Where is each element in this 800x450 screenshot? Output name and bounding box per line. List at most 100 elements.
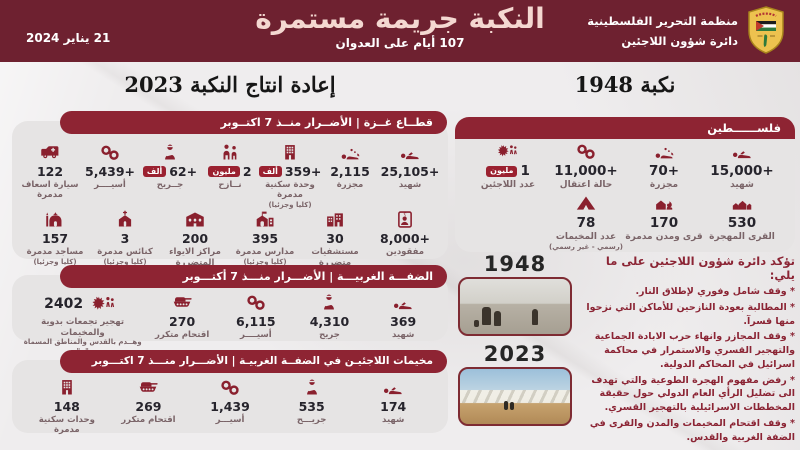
destroyed-building-icon	[275, 142, 305, 163]
stat-label: مساجد مدمرة	[26, 247, 84, 258]
stat-value: 3	[120, 231, 130, 247]
statement-bullet: * وقف اقتحام المخيمات والمدن والقرى في ا…	[589, 417, 795, 443]
plo-emblem-logo	[748, 6, 784, 54]
stat-label: القرى المهجرة	[709, 231, 775, 242]
date: 21 يناير 2024	[26, 31, 111, 45]
page-title: النكبة جريمة مستمرة	[255, 2, 545, 35]
stat-value: 170	[649, 215, 679, 232]
stat-label: تهجير تجمعات بدوية والمخيمات	[41, 317, 125, 338]
stat-incursions-camps: 269 اقتحام متكرر	[108, 377, 190, 425]
million-badge: مليون	[486, 165, 518, 177]
stat-displaced-gaza: 2 مليون نــازح	[200, 142, 260, 190]
stat-label: أسيــــر	[94, 179, 126, 190]
stat-value: 4,310	[309, 314, 350, 329]
statement-photos: 1948 2023	[455, 252, 575, 446]
stat-sublabel: (رسمي - غير رسمي)	[549, 243, 623, 252]
thousand-badge: ألف	[258, 166, 282, 178]
stat-value: 535	[298, 399, 325, 414]
tank-icon	[167, 292, 197, 313]
header-center: النكبة جريمة مستمرة 107 أيام على العدوان	[0, 2, 800, 51]
gaza-panel: 25,105+ شهيد 2,115 مجزرة 359+ ألف وحدة سك…	[12, 121, 448, 276]
stat-value: 1	[520, 163, 530, 179]
statement-bullet: * وقف المجازر وانهاء حرب الابادة الجماعي…	[594, 331, 795, 370]
year-1948-label: 1948	[483, 252, 547, 276]
statement-bullet: * المطالبة بعودة النازحين للأماكن التي ن…	[586, 301, 795, 327]
stat-label: شهيد	[382, 414, 405, 425]
martyr-icon	[388, 292, 418, 313]
stat-value: 5,439+	[85, 164, 136, 179]
stat-churches-gaza: 3 كنائس مدمرة (كليا وجزئيا)	[90, 209, 160, 266]
stat-martyrs-gaza: 25,105+ شهيد	[380, 142, 440, 190]
wounded-icon	[314, 292, 344, 313]
stat-displacement-demolition-westbank: 2402 تهجير تجمعات بدوية والمخيمات وهــدم…	[20, 292, 145, 355]
stat-mosques-gaza: 157 مساجد مدمرة (كليا وجزئيا)	[20, 209, 90, 266]
stat-arrests-1948: 11,000+ حالة اعتقال	[547, 141, 625, 191]
martyr-icon	[727, 141, 757, 162]
shelter-icon	[180, 209, 210, 230]
westbank-row: 369 شهيد 4,310 جريح 6,115 أسيــــر 270 ا…	[20, 292, 440, 355]
stat-massacres-1948: 70+ مجزرة	[625, 141, 703, 191]
mosque-icon	[40, 209, 70, 230]
stat-value: 530	[727, 215, 757, 232]
statement-heading: تؤكد دائرة شؤون اللاجئين على ما يلي:	[605, 254, 795, 282]
stat-label: شهيد	[730, 179, 754, 190]
org-names: منظمة التحرير الفلسطينية دائرة شؤون اللا…	[587, 14, 738, 48]
stat-label: عدد المخيمات	[555, 231, 617, 242]
statement-bullet: * رفض مفهوم الهجرة الطوعية والتي تهدف ال…	[591, 374, 795, 414]
camps-section-header: مخيمات اللاجئيـن في الضفــة الغربيـة | ا…	[60, 350, 447, 373]
stat-value: 200	[181, 231, 209, 247]
million-badge: مليون	[208, 166, 240, 178]
stat-label: مجزرة	[649, 179, 679, 190]
camps-row: 174 شهيد 535 جريـــح 1,439 أسيـــر 269 ا…	[26, 377, 434, 436]
stat-wounded-camps: 535 جريـــح	[271, 377, 353, 425]
stat-label: كنائس مدمرة	[97, 247, 153, 258]
stat-camps-count: 78 عدد المخيمات (رسمي - غير رسمي)	[547, 193, 625, 251]
stat-value: 148	[53, 399, 80, 414]
stat-martyrs-camps: 174 شهيد	[352, 377, 434, 425]
stat-label: أسيـــر	[215, 414, 245, 425]
school-icon	[250, 209, 280, 230]
tank-icon	[133, 377, 163, 398]
martyr-icon	[378, 377, 408, 398]
stat-label: وحدات سكنية مدمرة	[38, 414, 95, 436]
stat-label: جريح	[319, 329, 340, 340]
stat-value: 395	[251, 231, 279, 247]
stat-incursions-westbank: 270 اقتحام متكرر	[145, 292, 219, 340]
massacre-icon	[335, 142, 365, 163]
stat-value: 122	[36, 164, 64, 179]
stat-label: مدارس مدمرة	[235, 247, 295, 258]
org-line1: منظمة التحرير الفلسطينية	[587, 14, 738, 28]
stat-refugees-1948: 1 مليون عدد اللاجئين	[469, 141, 547, 191]
stat-prisoners-gaza: 5,439+ أسيــــر	[80, 142, 140, 190]
header-banner: 21 يناير 2024 النكبة جريمة مستمرة 107 أي…	[0, 0, 800, 62]
stat-label: جــريح	[156, 179, 184, 190]
stat-value: 1,439	[210, 399, 250, 414]
stat-label: اقتحام متكرر	[121, 414, 176, 425]
stat-value: 78	[576, 215, 596, 232]
left-section-title: إعادة انتاج النكبة 2023	[124, 72, 336, 97]
displaced-family-icon	[215, 142, 245, 163]
stat-schools-gaza: 395 مدارس مدمرة (كليا وجزئيا)	[230, 209, 300, 266]
thousand-badge: ألف	[142, 166, 167, 178]
stat-sublabel: (كليا وجزئيا)	[103, 257, 147, 266]
right-section-title: نكبة 1948	[574, 72, 676, 97]
stat-value: 11,000+	[554, 163, 618, 179]
palestine-row-1: 15,000+ شهيد 70+ مجزرة 11,000+ حالة اعتق…	[455, 139, 795, 191]
ambulance-icon	[35, 142, 65, 163]
wounded-icon	[297, 377, 327, 398]
stat-label: شهيد	[398, 179, 422, 190]
martyr-icon	[395, 142, 425, 163]
palestine-row-2: 530 القرى المهجرة 170 قرى ومدن مدمرة 78 …	[455, 191, 795, 251]
stat-value: 174	[380, 399, 407, 414]
housing-units-icon	[52, 377, 82, 398]
page-subtitle: 107 أيام على العدوان	[335, 36, 465, 51]
stat-label: حالة اعتقال	[559, 179, 613, 190]
stat-label: مراكز الايواء المتضررة	[169, 247, 221, 268]
stat-label: قرى ومدن مدمرة	[625, 231, 703, 242]
photo-1948-refugee-camp	[458, 277, 572, 336]
stat-sublabel: (كليا وجزئيا)	[243, 257, 287, 266]
stat-massacres-gaza: 2,115 مجزرة	[320, 142, 380, 190]
stat-destroyed-villages: 170 قرى ومدن مدمرة	[625, 193, 703, 251]
stat-label: جريـــح	[296, 414, 327, 425]
stat-label: نــازح	[218, 179, 242, 190]
